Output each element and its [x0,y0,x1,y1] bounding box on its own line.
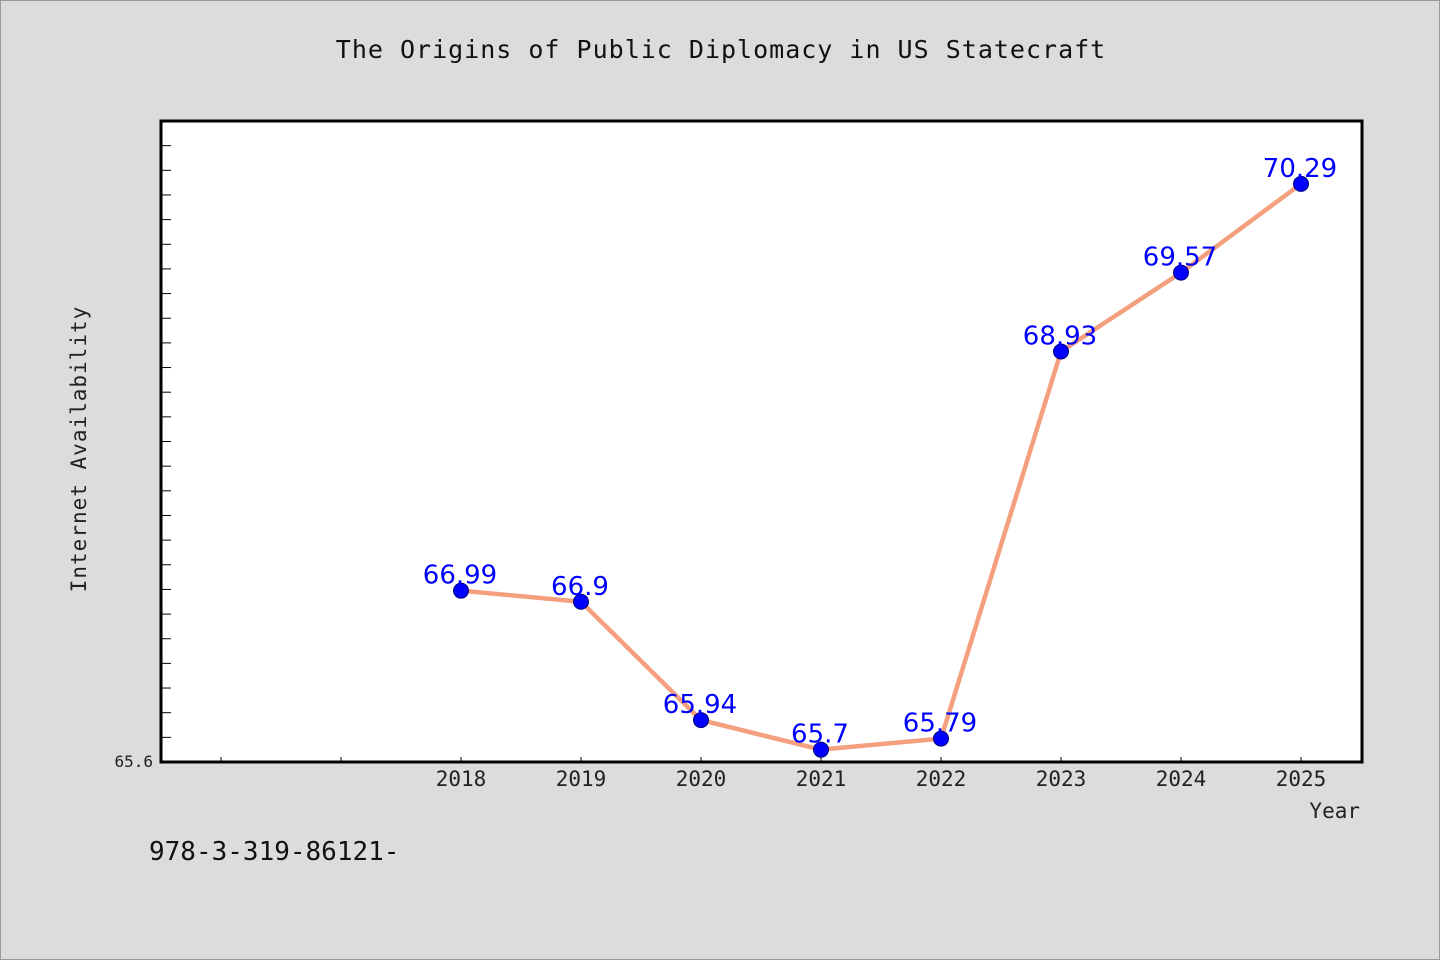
x-tick-label: 2018 [436,767,487,791]
plot-area [159,119,1364,764]
data-point [573,593,589,610]
series-markers [453,175,1309,758]
series-line [460,182,1303,752]
x-tick-label: 2019 [556,767,607,791]
data-point [1293,175,1309,192]
y-axis-ticks [161,120,171,763]
data-label: 68.93 [1023,322,1097,352]
x-tick-label: 2023 [1036,767,1087,791]
x-axis-label: Year [1309,799,1360,823]
y-tick-label: 65.6 [114,752,153,771]
data-point [933,730,949,747]
x-tick-label: 2022 [916,767,967,791]
data-label: 70.29 [1263,154,1337,184]
data-label: 69.57 [1143,243,1217,273]
data-labels: 66.99 66.9 65.94 65.7 65.79 68.93 69.57 70.29 [423,154,1337,750]
x-tick-label: 2020 [676,767,727,791]
data-label: 65.7 [791,720,849,750]
data-label: 66.99 [423,561,497,591]
data-point [1173,264,1189,281]
x-tick-label: 2024 [1156,767,1207,791]
data-label: 65.94 [663,690,737,720]
x-tick-label: 2025 [1276,767,1327,791]
data-point [693,712,709,729]
chart-title: The Origins of Public Diplomacy in US St… [335,35,1107,64]
data-point [1053,343,1069,360]
data-point [813,741,829,758]
data-label: 66.9 [551,572,609,602]
data-point [453,582,469,599]
y-axis-label: Internet Availability [67,306,91,593]
isbn-text: 978-3-319-86121- [149,837,400,867]
x-tick-label: 2021 [796,767,847,791]
data-label: 65.79 [903,709,977,739]
x-axis-ticks: 2018 2019 2020 2021 2022 2023 2024 2025 [220,757,1327,791]
